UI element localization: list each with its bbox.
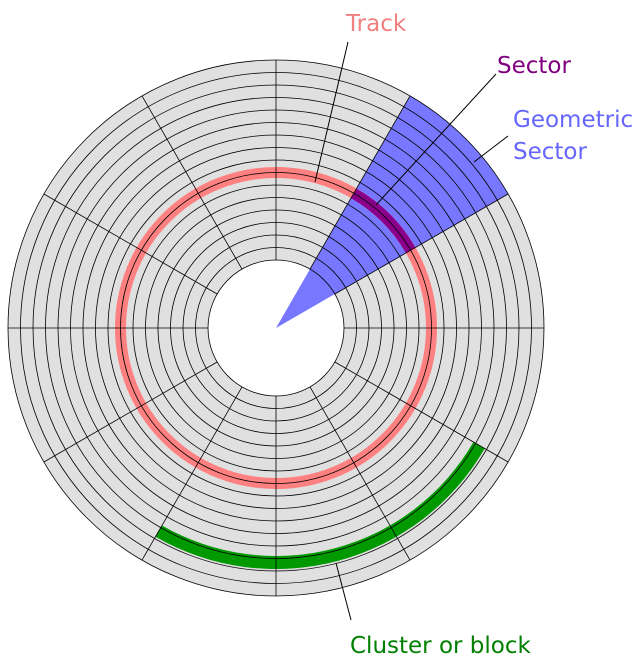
sector-boundary [141,386,243,561]
sector-boundary [43,193,218,295]
sector-boundary [43,361,218,463]
cluster-label: Cluster or block [350,633,531,659]
sector-highlight [351,188,416,253]
geometric-sector-label: Geometric [513,107,633,133]
sector-boundary [309,386,411,561]
sector-boundary [141,95,243,270]
geometric-sector [276,95,509,329]
sector-label: Sector [497,53,571,79]
geometric-sector-leader [473,135,509,163]
track-leader [314,41,349,183]
sector-leader [375,73,497,206]
cluster-leader [335,562,352,621]
track-label: Track [345,11,407,37]
sector-boundary [309,95,411,270]
leader-lines [314,41,509,621]
sector-boundary [334,193,509,295]
geometric-sector-label: Sector [513,139,587,165]
sector-boundary [334,361,509,463]
